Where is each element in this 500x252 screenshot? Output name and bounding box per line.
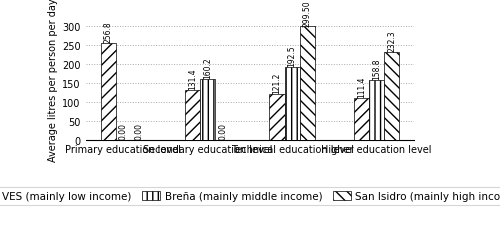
Text: 256.8: 256.8 — [104, 21, 112, 43]
Bar — [284, 68, 300, 141]
Legend: VES (mainly low income), Breña (mainly middle income), San Isidro (mainly high i: VES (mainly low income), Breña (mainly m… — [0, 187, 500, 206]
Bar — [185, 91, 200, 141]
Text: 0.00: 0.00 — [134, 123, 143, 140]
Text: 0.00: 0.00 — [119, 123, 128, 140]
Text: 160.2: 160.2 — [204, 58, 212, 79]
Text: 158.8: 158.8 — [372, 58, 381, 80]
Bar — [384, 53, 400, 141]
Text: 232.3: 232.3 — [388, 30, 396, 52]
Text: 121.2: 121.2 — [272, 73, 281, 94]
Bar — [369, 80, 384, 141]
Text: 0.00: 0.00 — [218, 123, 228, 140]
Text: 299.50: 299.50 — [303, 0, 312, 26]
Bar — [200, 80, 216, 141]
Bar — [300, 27, 315, 141]
Bar — [100, 43, 116, 141]
Bar — [354, 98, 369, 141]
Text: 192.5: 192.5 — [288, 45, 296, 67]
Bar — [270, 95, 284, 141]
Text: 111.4: 111.4 — [357, 76, 366, 98]
Text: 131.4: 131.4 — [188, 69, 197, 90]
Y-axis label: Average litres per person per day: Average litres per person per day — [48, 0, 58, 162]
